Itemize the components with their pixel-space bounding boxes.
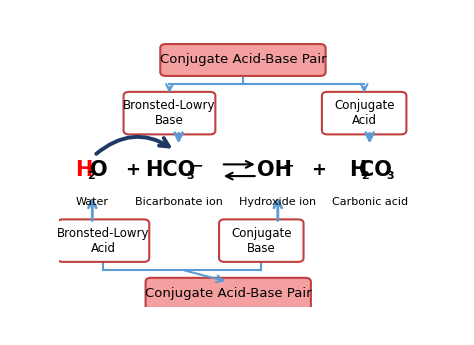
Text: Hydroxide ion: Hydroxide ion <box>239 197 316 207</box>
Text: Bronsted-Lowry
Base: Bronsted-Lowry Base <box>123 99 216 127</box>
Text: Water: Water <box>76 197 109 207</box>
FancyBboxPatch shape <box>146 278 311 310</box>
Text: Conjugate
Acid: Conjugate Acid <box>334 99 394 127</box>
Text: Carbonic acid: Carbonic acid <box>332 197 408 207</box>
Text: 2: 2 <box>361 171 368 181</box>
Text: H: H <box>75 160 93 180</box>
Text: 3: 3 <box>386 171 394 181</box>
Text: −: − <box>283 158 295 172</box>
FancyBboxPatch shape <box>124 92 215 134</box>
Text: CO: CO <box>359 160 392 180</box>
Text: Conjugate
Base: Conjugate Base <box>231 227 292 255</box>
Text: 3: 3 <box>186 171 193 181</box>
Text: 2: 2 <box>87 171 95 181</box>
Text: +: + <box>311 161 326 179</box>
Text: H: H <box>349 160 366 180</box>
FancyBboxPatch shape <box>322 92 406 134</box>
Text: Conjugate Acid-Base Pair: Conjugate Acid-Base Pair <box>160 53 326 67</box>
Text: Bicarbonate ion: Bicarbonate ion <box>135 197 223 207</box>
Text: OH: OH <box>256 160 292 180</box>
FancyBboxPatch shape <box>160 44 326 76</box>
Text: Bronsted-Lowry
Acid: Bronsted-Lowry Acid <box>57 227 150 255</box>
Text: +: + <box>125 161 140 179</box>
Text: Conjugate Acid-Base Pair: Conjugate Acid-Base Pair <box>145 287 311 300</box>
Text: O: O <box>90 160 108 180</box>
Text: −: − <box>191 158 203 172</box>
FancyBboxPatch shape <box>57 219 149 262</box>
Text: HCO: HCO <box>146 160 196 180</box>
FancyBboxPatch shape <box>219 219 303 262</box>
